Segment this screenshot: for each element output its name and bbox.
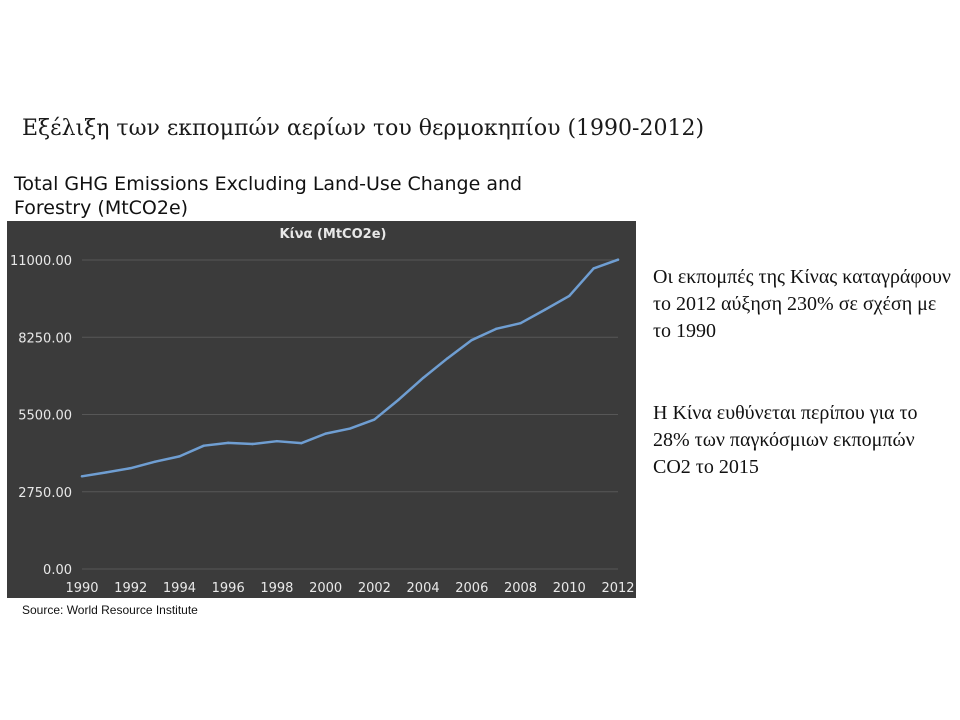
chart-heading: Total GHG Emissions Excluding Land-Use C… xyxy=(14,173,523,219)
data-point xyxy=(494,327,498,331)
x-tick-label: 1996 xyxy=(212,581,245,596)
data-point xyxy=(300,441,303,445)
paragraph-growth: Οι εκπομπές της Κίνας καταγράφουν το 201… xyxy=(653,266,951,342)
data-point xyxy=(519,322,522,325)
data-point xyxy=(592,267,595,270)
chart-svg: Κίνα (MtCO2e) 0.00 2750.00 5500.00 8250.00 1… xyxy=(10,227,635,596)
data-point xyxy=(568,294,571,298)
data-point xyxy=(446,357,449,360)
data-point xyxy=(543,308,547,311)
source-note: Source: World Resource Institute xyxy=(22,603,198,617)
x-tick-label: 2008 xyxy=(504,581,537,596)
x-tick-label: 2004 xyxy=(407,581,440,596)
x-tick-label: 1998 xyxy=(260,581,293,596)
y-tick-label: 0.00 xyxy=(43,563,72,578)
data-point xyxy=(129,466,132,470)
data-point xyxy=(397,398,400,401)
data-point xyxy=(153,460,157,463)
line-chart: Κίνα (MtCO2e) 0.00 2750.00 5500.00 8250.00 1… xyxy=(7,221,636,598)
x-tick-label: 1994 xyxy=(163,581,196,596)
x-tick-label: 1992 xyxy=(114,581,147,596)
series-layer xyxy=(80,258,620,478)
data-point xyxy=(178,455,181,458)
y-tick-label: 8250.00 xyxy=(18,331,72,346)
x-tick-label: 2002 xyxy=(358,581,391,596)
data-point xyxy=(348,427,352,430)
x-tick-label: 1990 xyxy=(65,581,98,596)
x-tick-label: 2000 xyxy=(309,581,342,596)
data-point xyxy=(202,444,206,447)
slide-title: Εξέλιξη των εκπομπών αερίων του θερμοκηπ… xyxy=(22,116,705,141)
data-point xyxy=(226,441,230,445)
x-tick-label: 2006 xyxy=(455,581,488,596)
y-axis-ticks: 0.00 2750.00 5500.00 8250.00 11000.00 xyxy=(10,254,72,578)
data-point xyxy=(275,439,279,443)
data-point xyxy=(616,258,620,261)
data-point xyxy=(421,376,425,380)
chart-title: Κίνα (MtCO2e) xyxy=(280,227,387,242)
data-point xyxy=(470,338,474,342)
data-point xyxy=(251,442,254,446)
y-tick-label: 11000.00 xyxy=(10,254,72,269)
y-tick-label: 5500.00 xyxy=(18,409,72,424)
x-axis-ticks: 1990 1992 1994 1996 1998 2000 2002 2004 2006 2008… xyxy=(65,581,634,596)
series-line xyxy=(80,258,620,478)
paragraph-share: Η Κίνα ευθύνεται περίπου για το 28% των … xyxy=(653,402,918,478)
data-point xyxy=(105,471,108,474)
data-point xyxy=(324,432,327,435)
x-tick-label: 2010 xyxy=(553,581,586,596)
data-point xyxy=(80,475,84,478)
data-point xyxy=(373,418,376,421)
gridlines xyxy=(82,259,618,570)
y-tick-label: 2750.00 xyxy=(18,486,72,501)
x-tick-label: 2012 xyxy=(601,581,634,596)
